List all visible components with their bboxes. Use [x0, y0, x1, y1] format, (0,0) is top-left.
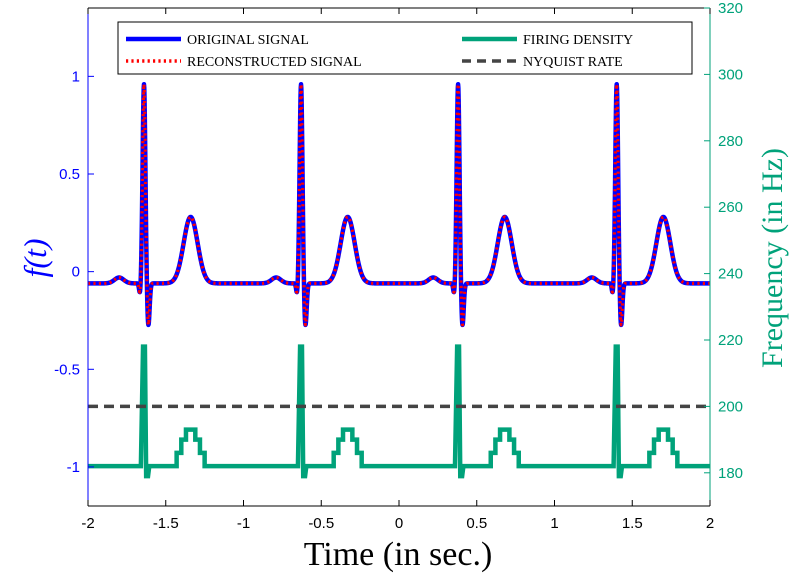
- y-right-tick-label: 240: [718, 266, 743, 283]
- y-right-tick-label: 200: [718, 398, 743, 415]
- firing-density-line: [88, 344, 710, 479]
- legend-box: [117, 21, 693, 75]
- axes: -2 -1.5 -1 -0.5 0 0.5 1 1.5 2 -1 -0.5 0 0.5 1 180 200 22…: [54, 0, 743, 532]
- x-tick-label: 0.5: [466, 515, 487, 532]
- y-left-tick-label: 0: [72, 264, 80, 281]
- x-tick-label: 0: [395, 515, 403, 532]
- x-tick-label: -0.5: [308, 515, 334, 532]
- x-tick-label: -1.5: [153, 515, 179, 532]
- legend: ORIGINAL SIGNAL RECONSTRUCTED SIGNAL FIRIN…: [117, 21, 693, 75]
- y-right-tick-label: 220: [718, 332, 743, 349]
- y-left-tick-label: 1: [72, 68, 80, 85]
- series-group: [88, 82, 710, 479]
- reconstructed-signal-line: [88, 82, 710, 327]
- legend-original-label: ORIGINAL SIGNAL: [187, 33, 309, 48]
- legend-nyquist-label: NYQUIST RATE: [523, 55, 623, 70]
- x-tick-label: 1: [550, 515, 558, 532]
- legend-firing-density-label: FIRING DENSITY: [523, 33, 633, 48]
- y-right-tick-label: 320: [718, 0, 743, 17]
- y-right-tick-label: 300: [718, 66, 743, 83]
- y-axis-label-right: Frequency (in Hz): [756, 148, 789, 368]
- y-left-tick-label: 0.5: [59, 166, 80, 183]
- x-tick-label: 2: [706, 515, 714, 532]
- y-axis-label-left: f(t): [17, 238, 53, 277]
- y-left-tick-label: -0.5: [54, 361, 80, 378]
- x-tick-label: -2: [81, 515, 94, 532]
- plot-area: [88, 82, 710, 479]
- x-axis-label: Time (in sec.): [304, 536, 493, 573]
- y-left-tick-label: -1: [67, 459, 80, 476]
- legend-reconstructed-label: RECONSTRUCTED SIGNAL: [187, 55, 362, 70]
- x-tick-label: -1: [237, 515, 250, 532]
- y-right-tick-label: 280: [718, 133, 743, 150]
- y-right-tick-label: 260: [718, 199, 743, 216]
- x-tick-label: 1.5: [622, 515, 643, 532]
- y-right-tick-label: 180: [718, 465, 743, 482]
